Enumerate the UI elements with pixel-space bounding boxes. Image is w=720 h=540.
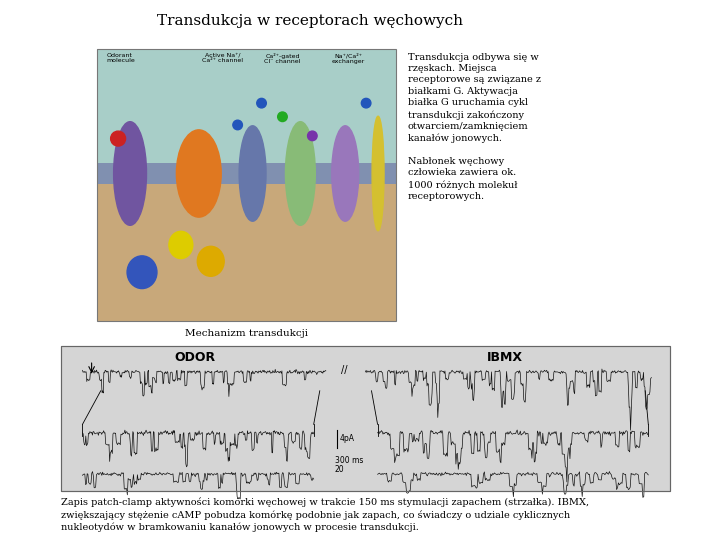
Ellipse shape: [197, 246, 224, 276]
Circle shape: [307, 131, 317, 140]
FancyBboxPatch shape: [97, 49, 396, 171]
Circle shape: [111, 131, 125, 146]
Circle shape: [257, 98, 266, 108]
Ellipse shape: [127, 256, 157, 288]
Text: Mechanizm transdukcji: Mechanizm transdukcji: [185, 329, 308, 338]
FancyBboxPatch shape: [97, 163, 396, 184]
Ellipse shape: [372, 116, 384, 231]
Text: Active Na⁺/
Ca²⁺ channel: Active Na⁺/ Ca²⁺ channel: [202, 52, 243, 63]
Text: Transdukcja w receptorach węchowych: Transdukcja w receptorach węchowych: [157, 14, 463, 28]
Ellipse shape: [114, 122, 146, 225]
Text: Zapis patch-clamp aktywności komórki węchowej w trakcie 150 ms stymulacji zapach: Zapis patch-clamp aktywności komórki węc…: [61, 497, 590, 532]
Text: 4pA: 4pA: [340, 434, 355, 443]
Circle shape: [278, 112, 287, 122]
Ellipse shape: [239, 126, 266, 221]
Circle shape: [233, 120, 243, 130]
Ellipse shape: [176, 130, 221, 217]
Text: Ca²⁺-gated
Cl⁻ channel: Ca²⁺-gated Cl⁻ channel: [264, 52, 301, 64]
Text: IBMX: IBMX: [487, 352, 523, 365]
Ellipse shape: [169, 231, 193, 259]
Text: //: //: [341, 366, 348, 375]
Text: ODOR: ODOR: [174, 352, 215, 365]
Text: 20: 20: [335, 464, 344, 474]
Text: Transdukcja odbywa się w
rzęskach. Miejsca
receptorowe są związane z
białkami G.: Transdukcja odbywa się w rzęskach. Miejs…: [408, 52, 541, 201]
Ellipse shape: [285, 122, 315, 225]
Text: 300 ms: 300 ms: [335, 456, 363, 464]
Circle shape: [361, 98, 371, 108]
Text: Na⁺/Ca²⁺
exchanger: Na⁺/Ca²⁺ exchanger: [332, 52, 365, 64]
FancyBboxPatch shape: [61, 346, 670, 491]
Ellipse shape: [332, 126, 359, 221]
FancyBboxPatch shape: [97, 171, 396, 321]
Text: Odorant
molecule: Odorant molecule: [106, 52, 135, 63]
